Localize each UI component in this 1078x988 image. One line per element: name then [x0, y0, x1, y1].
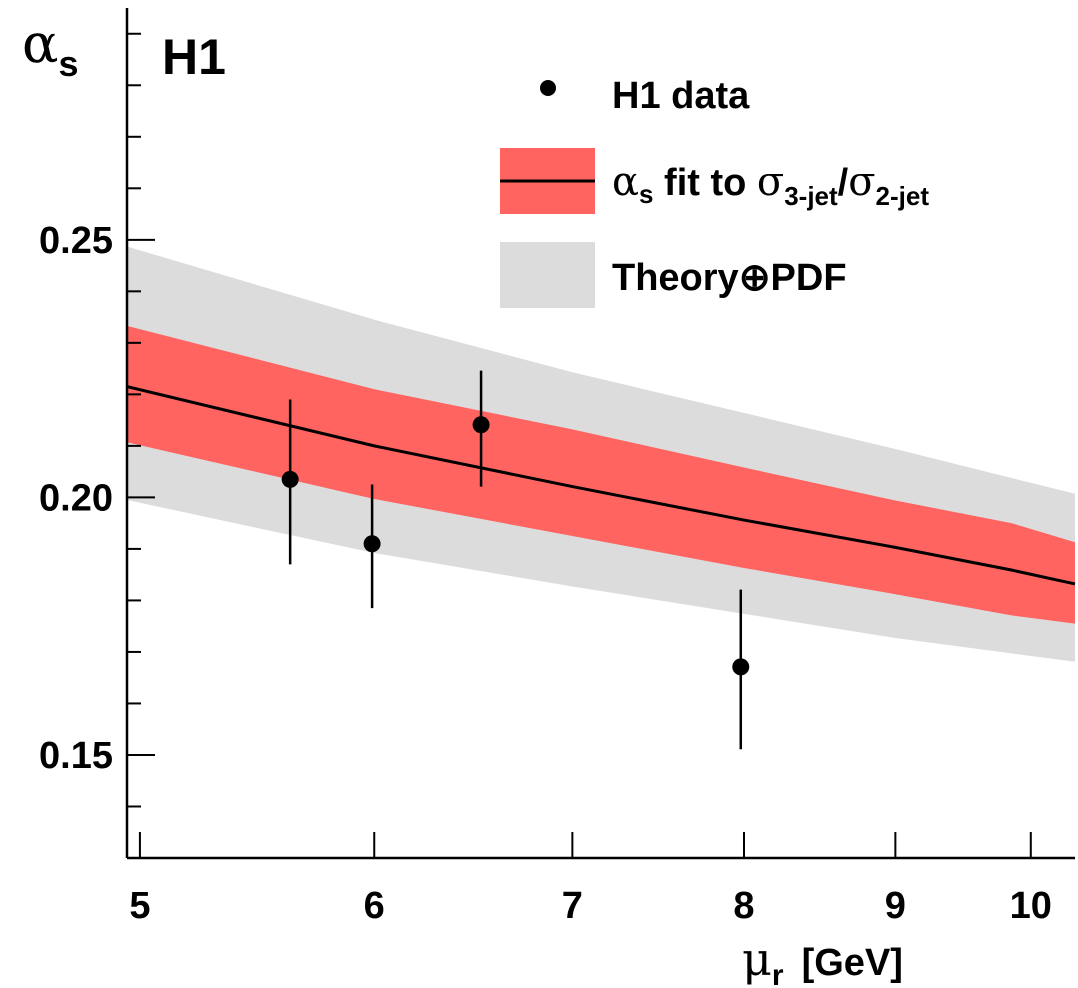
x-tick-label: 6 [364, 885, 385, 927]
data-point [472, 416, 490, 434]
fit-central-line [126, 385, 1076, 586]
y-tick-label: 0.15 [39, 735, 113, 777]
data-point [732, 658, 750, 676]
fit-band [127, 325, 1075, 624]
data-point [281, 470, 299, 488]
legend-fit-label: αs fit to σ3-jet/σ2-jet [612, 159, 929, 211]
y-tick-label: 0.25 [39, 220, 113, 262]
legend: H1 data αs fit to σ3-jet/σ2-jet Theory⊕P… [500, 75, 929, 308]
axes-layer: 0.15 0.20 0.25 5 6 7 8 9 10 [39, 8, 1075, 927]
y-tick-label: 0.20 [39, 477, 113, 519]
x-tick-label: 10 [1010, 885, 1052, 927]
fit-line-layer [126, 385, 1076, 586]
x-tick-label: 5 [129, 885, 150, 927]
bands-layer [127, 246, 1075, 662]
data-point [363, 535, 381, 553]
data-points-layer [281, 370, 750, 750]
legend-theory-swatch [500, 242, 595, 308]
x-axis-title: μr [GeV] [742, 932, 903, 988]
legend-theory-label: Theory⊕PDF [612, 257, 847, 299]
y-axis-title: αs [22, 12, 79, 84]
x-tick-label: 7 [562, 885, 583, 927]
legend-data-marker [540, 80, 556, 96]
legend-data-label: H1 data [612, 75, 750, 117]
x-tick-label: 9 [885, 885, 906, 927]
experiment-label: H1 [162, 29, 226, 85]
x-tick-label: 8 [733, 885, 754, 927]
